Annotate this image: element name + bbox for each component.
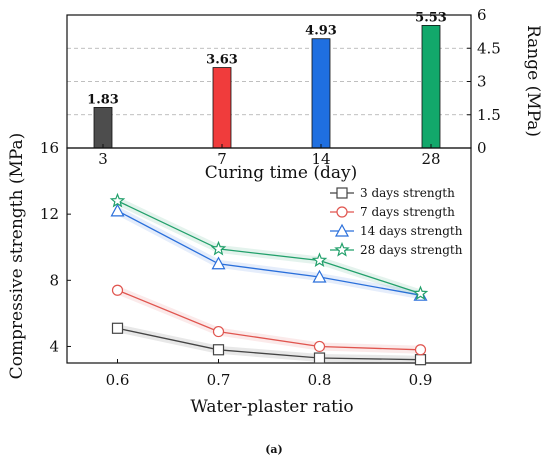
bar-x-tick-label: 28 xyxy=(421,150,440,168)
bar-7 xyxy=(212,67,232,149)
bar-x-tick-label: 3 xyxy=(98,150,108,168)
line-y-tick-label: 16 xyxy=(40,139,59,157)
legend-label: 28 days strength xyxy=(360,243,463,257)
series-point xyxy=(111,284,124,296)
bar-value-label: 5.53 xyxy=(415,10,447,25)
series-point xyxy=(111,322,124,334)
series-band xyxy=(116,324,421,364)
bar-value-label: 3.63 xyxy=(206,53,238,68)
series-line xyxy=(117,327,421,361)
figure-caption: (a) xyxy=(265,443,283,456)
legend: 3 days strength 7 days strength 14 days st… xyxy=(330,186,463,257)
series-2 xyxy=(111,284,427,356)
bar-y-tick-label: 6 xyxy=(477,6,487,24)
line-chart: 4 8 12 16 0.6 0.7 0.8 0.9 3 days strength 7 day… xyxy=(7,133,472,417)
line-y-tick-label: 4 xyxy=(49,337,59,355)
bar-28 xyxy=(421,25,441,149)
bar-14 xyxy=(311,38,331,149)
series-4 xyxy=(109,192,429,301)
line-plot-frame xyxy=(66,147,472,364)
bar-right-axis-ticks: 0 1.5 3 4.5 6 xyxy=(467,6,501,157)
series-line xyxy=(117,210,421,296)
line-y-axis-ticks: 4 8 12 16 xyxy=(40,139,71,355)
bar-value-label: 1.83 xyxy=(87,92,119,107)
legend-label: 3 days strength xyxy=(360,186,455,200)
bar-gridlines xyxy=(67,47,471,116)
series-point xyxy=(212,344,225,356)
line-x-tick-label: 0.8 xyxy=(308,371,332,389)
bar-x-tick-label: 7 xyxy=(217,150,227,168)
series-point xyxy=(414,344,427,356)
bar-y-tick-label: 4.5 xyxy=(477,39,501,57)
bar-x-axis-title: Curing time (day) xyxy=(205,163,358,183)
legend-label: 7 days strength xyxy=(360,205,455,219)
legend-marker xyxy=(334,241,350,257)
line-series xyxy=(109,192,429,366)
bar-x-tick-label: 14 xyxy=(311,150,330,168)
bars: 1.83 3.63 4.93 5.53 xyxy=(87,10,447,149)
series-point xyxy=(412,285,429,301)
line-y-tick-label: 12 xyxy=(40,205,59,223)
series-line xyxy=(117,200,421,295)
bar-y-axis-title: Range (MPa) xyxy=(523,25,543,137)
series-point xyxy=(312,269,327,283)
legend-marker xyxy=(334,223,350,237)
bar-y-tick-label: 3 xyxy=(477,73,487,91)
series-point xyxy=(211,256,226,270)
legend-marker xyxy=(336,206,348,218)
series-point xyxy=(311,252,328,268)
line-x-axis-ticks: 0.6 0.7 0.8 0.9 xyxy=(106,359,433,389)
series-point xyxy=(313,340,326,353)
line-x-tick-label: 0.7 xyxy=(207,371,231,389)
series-line xyxy=(117,289,421,351)
legend-marker xyxy=(336,187,348,199)
bar-value-label: 4.93 xyxy=(305,24,337,39)
series-1 xyxy=(111,322,427,366)
line-y-axis-title: Compressive strength (MPa) xyxy=(7,133,27,380)
bar-x-axis-ticks: 3 7 14 28 xyxy=(98,144,441,168)
bar-3 xyxy=(93,107,113,149)
bar-chart: 1.83 3.63 4.93 5.53 0 1.5 3 4.5 6 3 7 14 28 Curing… xyxy=(66,6,543,183)
series-3 xyxy=(110,203,428,301)
series-point xyxy=(110,203,125,217)
bar-y-tick-label: 1.5 xyxy=(477,106,501,124)
series-point xyxy=(212,325,225,338)
series-point xyxy=(109,192,126,208)
line-x-tick-label: 0.6 xyxy=(106,371,130,389)
legend-label: 14 days strength xyxy=(360,224,463,238)
line-x-axis-title: Water-plaster ratio xyxy=(190,397,353,417)
line-x-tick-label: 0.9 xyxy=(409,371,433,389)
series-point xyxy=(210,240,227,256)
line-y-tick-label: 8 xyxy=(49,271,59,289)
series-point xyxy=(414,354,427,366)
bar-y-tick-label: 0 xyxy=(477,139,487,157)
series-point xyxy=(313,352,326,364)
